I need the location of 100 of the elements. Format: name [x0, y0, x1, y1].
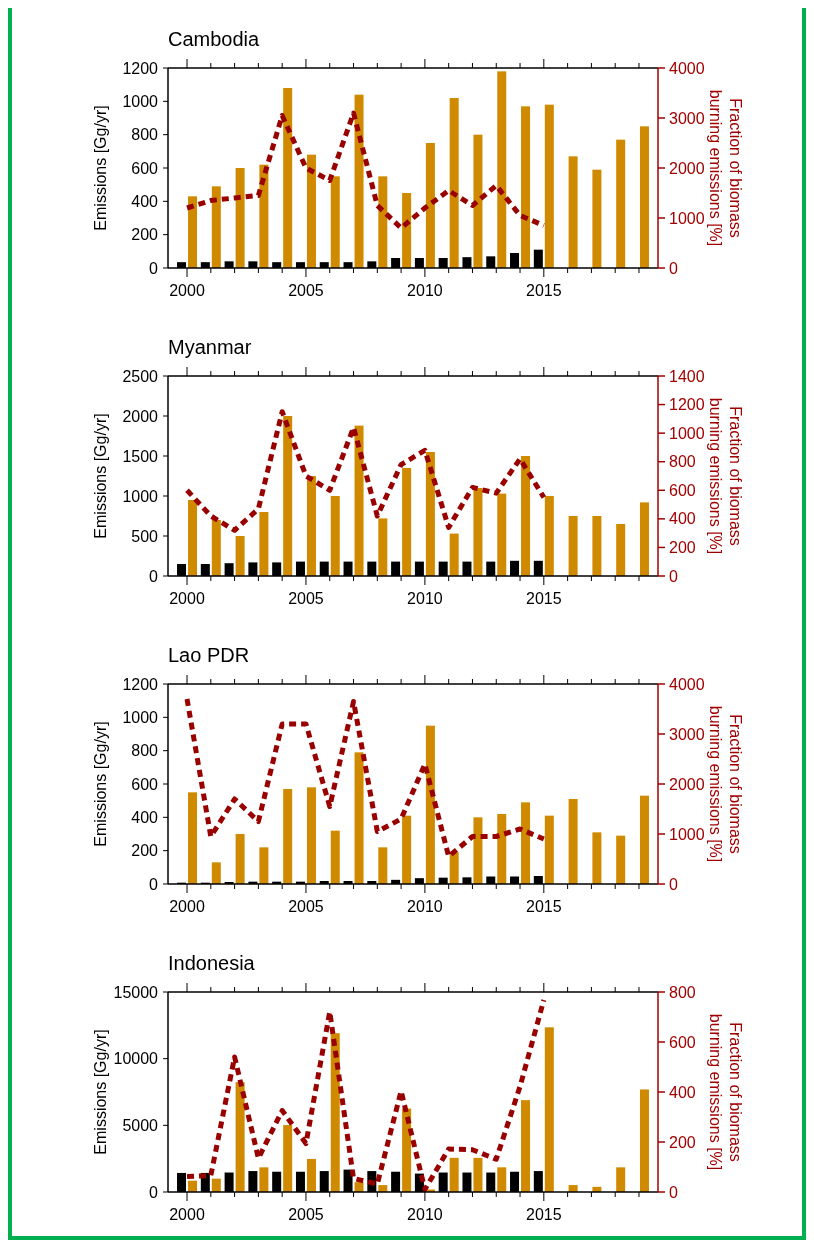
y-tick-label: 0 — [149, 259, 159, 277]
bar — [235, 536, 245, 576]
bar — [306, 787, 316, 884]
bar — [544, 104, 554, 268]
bar — [211, 186, 221, 268]
bar — [330, 176, 340, 268]
y2-tick-label: 800 — [669, 453, 696, 471]
bar — [330, 496, 340, 576]
bar — [330, 830, 340, 884]
bar — [402, 815, 412, 884]
bar — [639, 1089, 649, 1192]
bar — [211, 862, 221, 884]
bar — [544, 496, 554, 576]
x-tick-label: 2010 — [407, 282, 443, 299]
y-axis-title: Emissions [Gg/yr] — [92, 105, 109, 231]
y2-tick-label: 400 — [669, 510, 696, 528]
bar — [568, 516, 578, 576]
bar — [592, 169, 602, 268]
y-tick-label: 15000 — [113, 983, 159, 1001]
bar — [639, 126, 649, 268]
x-tick-label: 2015 — [526, 590, 562, 607]
x-tick-label: 2005 — [288, 1206, 324, 1223]
y-tick-label: 400 — [131, 808, 159, 826]
bar — [568, 799, 578, 884]
y2-tick-label: 3000 — [669, 109, 705, 127]
bar — [402, 468, 412, 576]
y-tick-label: 0 — [149, 567, 159, 585]
x-tick-label: 2000 — [169, 1206, 205, 1223]
y-tick-label: 1500 — [122, 447, 159, 465]
y-tick-label: 800 — [131, 742, 159, 760]
bar — [354, 752, 364, 884]
y2-tick-label: 800 — [669, 983, 696, 1001]
bar — [402, 193, 412, 268]
bar — [473, 488, 483, 576]
x-tick-label: 2010 — [407, 898, 443, 915]
bar — [425, 725, 435, 884]
y2-tick-label: 1400 — [669, 367, 705, 385]
y2-tick-label: 1000 — [669, 825, 705, 843]
x-tick-label: 2005 — [288, 898, 324, 915]
bar — [354, 94, 364, 268]
bar — [497, 814, 507, 884]
bar — [306, 1158, 316, 1192]
bar — [497, 493, 507, 576]
bar — [521, 106, 531, 268]
bar — [211, 520, 221, 576]
bar — [616, 524, 626, 576]
x-tick-label: 2005 — [288, 590, 324, 607]
y2-tick-label: 0 — [669, 259, 678, 277]
x-tick-label: 2000 — [169, 282, 205, 299]
y2-tick-label: 2000 — [669, 159, 705, 177]
y-tick-label: 1000 — [122, 92, 159, 110]
bar — [473, 817, 483, 884]
bar — [592, 516, 602, 576]
bar — [449, 98, 459, 268]
y2-axis-title: Fraction of biomass burning emissions [%] — [707, 705, 744, 863]
chart-title: Indonesia — [168, 952, 256, 974]
y-axis-title: Emissions [Gg/yr] — [92, 413, 109, 539]
bar — [283, 416, 293, 576]
bar — [497, 1167, 507, 1192]
y2-tick-label: 3000 — [669, 725, 705, 743]
chart-title: Myanmar — [168, 336, 252, 358]
bar — [378, 847, 388, 884]
y2-tick-label: 0 — [669, 1183, 678, 1201]
bar — [497, 71, 507, 268]
bar — [235, 1082, 245, 1192]
y2-axis-title: Fraction of biomass burning emissions [%] — [707, 89, 744, 247]
bar — [425, 143, 435, 268]
bar — [378, 518, 388, 576]
y2-tick-label: 200 — [669, 1133, 696, 1151]
bar — [521, 1100, 531, 1192]
bar — [568, 156, 578, 268]
bar — [354, 425, 364, 576]
y-axis-title: Emissions [Gg/yr] — [92, 721, 109, 847]
bar — [283, 789, 293, 884]
y-tick-label: 500 — [131, 527, 159, 545]
bar — [259, 847, 269, 884]
bar — [306, 154, 316, 268]
bar — [211, 1178, 221, 1192]
y2-tick-label: 400 — [669, 1083, 696, 1101]
x-tick-label: 2015 — [526, 1206, 562, 1223]
bar — [616, 139, 626, 268]
bar — [639, 795, 649, 884]
y-tick-label: 600 — [131, 159, 159, 177]
y-tick-label: 200 — [131, 842, 159, 860]
bar — [639, 502, 649, 576]
y-axis-title: Emissions [Gg/yr] — [92, 1029, 109, 1155]
bar — [473, 134, 483, 268]
y2-tick-label: 4000 — [669, 59, 705, 77]
y-tick-label: 1200 — [122, 675, 159, 693]
bar — [306, 476, 316, 576]
bar — [235, 168, 245, 268]
bar — [449, 852, 459, 884]
bar — [283, 88, 293, 268]
x-tick-label: 2010 — [407, 1206, 443, 1223]
y2-tick-label: 0 — [669, 567, 678, 585]
bar — [188, 500, 198, 576]
bar — [473, 1157, 483, 1192]
bar — [449, 533, 459, 576]
x-tick-label: 2015 — [526, 282, 562, 299]
x-tick-label: 2015 — [526, 898, 562, 915]
